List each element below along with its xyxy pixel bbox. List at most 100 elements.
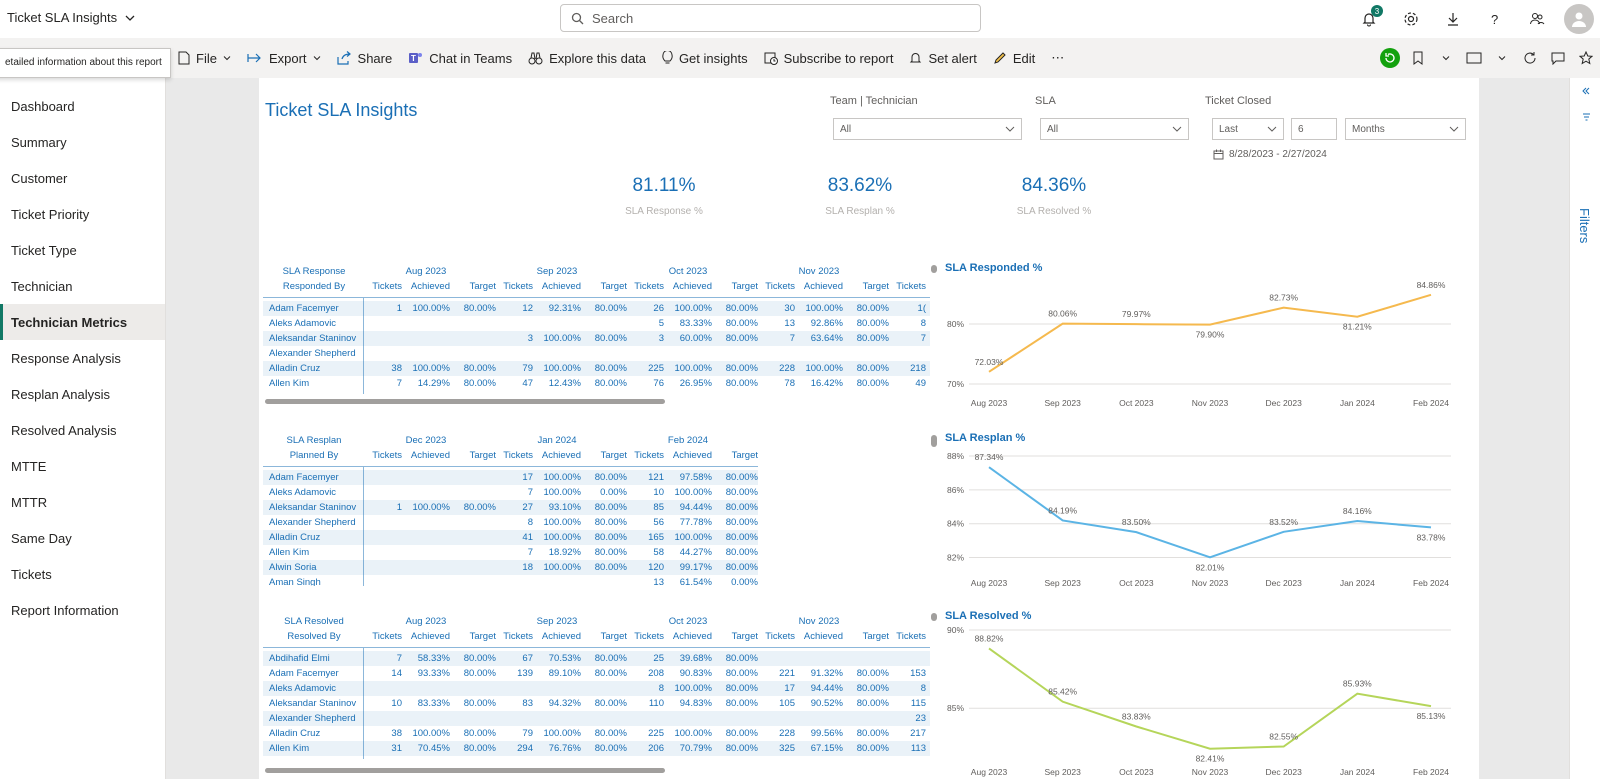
response-matrix-scrollbar[interactable] bbox=[265, 399, 665, 404]
table-row[interactable]: Aleksandar Staninov 10 83.33% 80.00% 83 94.32… bbox=[263, 696, 930, 711]
file-menu[interactable]: File bbox=[172, 38, 237, 78]
table-row[interactable]: Adam Facemyer 14 93.33% 80.00% 139 89.10% 80.0… bbox=[263, 666, 930, 681]
sidebar-item-customer[interactable]: Customer bbox=[11, 170, 68, 186]
sidebar-item-resolved-analysis[interactable]: Resolved Analysis bbox=[11, 422, 117, 438]
table-cell: 100.00% bbox=[543, 363, 581, 374]
sidebar-item-dashboard[interactable]: Dashboard bbox=[11, 98, 75, 114]
table-row[interactable]: Aleksandar Staninov 3 100.00% 80.00% 3 60.00%… bbox=[263, 331, 930, 346]
table-cell: 80.00% bbox=[725, 698, 758, 709]
table-cell: 113 bbox=[910, 743, 926, 754]
chat-in-teams-button[interactable]: T Chat in Teams bbox=[402, 38, 518, 78]
sidebar-item-technician-metrics[interactable]: Technician Metrics bbox=[0, 304, 165, 340]
download-button[interactable] bbox=[1432, 0, 1474, 38]
table-row[interactable]: Alladin Cruz 41 100.00% 80.00% 165 100.00% 80.… bbox=[263, 530, 758, 545]
table-row[interactable]: Alexander Shepherd bbox=[263, 346, 930, 361]
more-options-button[interactable]: ⋯ bbox=[1045, 38, 1070, 78]
data-label: 83.52% bbox=[1269, 517, 1298, 527]
table-cell: 1 bbox=[396, 303, 402, 314]
bookmark-dropdown[interactable] bbox=[1432, 38, 1460, 78]
settings-button[interactable] bbox=[1390, 0, 1432, 38]
table-row[interactable]: Adam Facemyer 1 100.00% 80.00% 12 92.31% 80.00… bbox=[263, 301, 930, 316]
chart-resize-handle[interactable] bbox=[931, 435, 937, 447]
sidebar-item-tickets[interactable]: Tickets bbox=[11, 566, 52, 582]
app-title-dropdown[interactable]: Ticket SLA Insights bbox=[7, 10, 135, 25]
team-slicer[interactable]: All bbox=[833, 118, 1022, 140]
series-line[interactable] bbox=[988, 647, 1432, 750]
gear-icon bbox=[1404, 12, 1418, 26]
table-row[interactable]: Alwin Soria 18 100.00% 80.00% 120 99.17% 80.00… bbox=[263, 560, 758, 575]
favorite-button[interactable] bbox=[1572, 38, 1600, 78]
subscribe-button[interactable]: Subscribe to report bbox=[758, 38, 900, 78]
view-dropdown[interactable] bbox=[1488, 38, 1516, 78]
table-cell: 80.00% bbox=[725, 547, 758, 558]
share-icon bbox=[336, 51, 351, 65]
account-button[interactable] bbox=[1558, 0, 1600, 38]
comment-button[interactable] bbox=[1544, 38, 1572, 78]
relative-number-input[interactable]: 6 bbox=[1291, 118, 1337, 140]
column-header: Tickets bbox=[503, 631, 533, 642]
table-cell: 80.00% bbox=[856, 318, 889, 329]
sidebar-item-mtte[interactable]: MTTE bbox=[11, 458, 47, 474]
resolved-matrix-scrollbar[interactable] bbox=[265, 768, 665, 773]
table-cell: 23 bbox=[915, 713, 926, 724]
table-cell: 99.17% bbox=[679, 562, 712, 573]
sidebar-item-technician[interactable]: Technician bbox=[11, 278, 73, 294]
table-row[interactable]: Aman Singh 13 61.54% 0.00% bbox=[263, 575, 758, 586]
relative-mode-dropdown[interactable]: Last bbox=[1212, 118, 1284, 140]
table-row[interactable]: Aleks Adamovic 8 100.00% 80.00% 17 94.44% 80.0… bbox=[263, 681, 930, 696]
share-button[interactable]: Share bbox=[331, 38, 399, 78]
sidebar-item-ticket-type[interactable]: Ticket Type bbox=[11, 242, 77, 258]
filters-pane[interactable]: Filters bbox=[1569, 78, 1600, 779]
table-row[interactable]: Aleksandar Staninov 1 100.00% 80.00% 27 93.10… bbox=[263, 500, 758, 515]
table-cell: 80.00% bbox=[594, 472, 627, 483]
column-header: Tickets bbox=[634, 281, 664, 292]
get-insights-button[interactable]: Get insights bbox=[656, 38, 754, 78]
table-cell: 94.44% bbox=[679, 502, 712, 513]
bookmark-button[interactable] bbox=[1404, 38, 1432, 78]
table-cell: 70.53% bbox=[548, 653, 581, 664]
export-menu[interactable]: Export bbox=[241, 38, 327, 78]
chart-resize-handle[interactable] bbox=[931, 265, 937, 273]
x-tick-label: Feb 2024 bbox=[1413, 398, 1449, 408]
sidebar-item-summary[interactable]: Summary bbox=[11, 134, 67, 150]
search-input[interactable]: Search bbox=[560, 4, 981, 32]
relative-unit-dropdown[interactable]: Months bbox=[1345, 118, 1466, 140]
notifications-button[interactable]: 3 bbox=[1348, 0, 1390, 38]
export-icon bbox=[247, 53, 261, 63]
table-row[interactable]: Aleks Adamovic 7 100.00% 0.00% 10 100.00% 80.0… bbox=[263, 485, 758, 500]
table-row[interactable]: Allen Kim 7 18.92% 80.00% 58 44.27% 80.00% bbox=[263, 545, 758, 560]
filter-icon bbox=[1583, 113, 1590, 121]
sidebar-item-ticket-priority[interactable]: Ticket Priority bbox=[11, 206, 90, 222]
feedback-button[interactable] bbox=[1516, 0, 1558, 38]
view-button[interactable] bbox=[1460, 38, 1488, 78]
series-line[interactable] bbox=[988, 293, 1432, 373]
refresh-button[interactable] bbox=[1516, 38, 1544, 78]
table-row[interactable]: Aleks Adamovic 5 83.33% 80.00% 13 92.86% 80.00… bbox=[263, 316, 930, 331]
series-line[interactable] bbox=[988, 466, 1432, 559]
sidebar-item-same-day[interactable]: Same Day bbox=[11, 530, 72, 546]
explore-data-button[interactable]: Explore this data bbox=[522, 38, 652, 78]
table-row[interactable]: Abdihafid Elmi 7 58.33% 80.00% 67 70.53% 80.00… bbox=[263, 651, 930, 666]
help-button[interactable]: ? bbox=[1474, 0, 1516, 38]
table-row[interactable]: Alexander Shepherd 23 bbox=[263, 711, 930, 726]
table-cell: 41 bbox=[522, 532, 533, 543]
table-row[interactable]: Alexander Shepherd 8 100.00% 80.00% 56 77.78%… bbox=[263, 515, 758, 530]
table-cell: 115 bbox=[910, 698, 926, 709]
table-cell: 100.00% bbox=[674, 532, 712, 543]
sidebar-item-mttr[interactable]: MTTR bbox=[11, 494, 48, 510]
table-cell: 30 bbox=[784, 303, 795, 314]
sla-slicer[interactable]: All bbox=[1040, 118, 1189, 140]
table-row[interactable]: Allen Kim 7 14.29% 80.00% 47 12.43% 80.00% 76 26… bbox=[263, 376, 930, 391]
column-header: Achieved bbox=[926, 281, 930, 292]
sidebar-item-report-information[interactable]: Report Information bbox=[11, 602, 119, 618]
sidebar-item-response-analysis[interactable]: Response Analysis bbox=[11, 350, 121, 366]
table-row[interactable]: Allen Kim 31 70.45% 80.00% 294 76.76% 80.00% 20… bbox=[263, 741, 930, 756]
sidebar-item-resplan-analysis[interactable]: Resplan Analysis bbox=[11, 386, 110, 402]
table-row[interactable]: Alladin Cruz 38 100.00% 80.00% 79 100.00% 80.0… bbox=[263, 361, 930, 376]
table-row[interactable]: Alladin Cruz 38 100.00% 80.00% 79 100.00% 80.0… bbox=[263, 726, 930, 741]
chart-resize-handle[interactable] bbox=[931, 613, 937, 621]
set-alert-button[interactable]: Set alert bbox=[903, 38, 982, 78]
edit-button[interactable]: Edit bbox=[987, 38, 1041, 78]
table-row[interactable]: Adam Facemyer 17 100.00% 80.00% 121 97.58% 80.… bbox=[263, 470, 758, 485]
reset-button[interactable] bbox=[1376, 38, 1404, 78]
